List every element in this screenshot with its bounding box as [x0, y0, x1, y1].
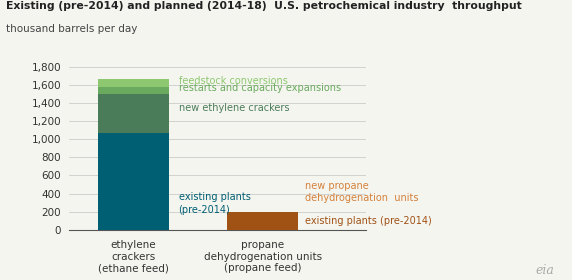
Text: restarts and capacity expansions: restarts and capacity expansions — [178, 83, 341, 93]
Bar — [98, 80, 169, 87]
Bar — [98, 87, 169, 94]
Text: new propane
dehydrogenation  units: new propane dehydrogenation units — [305, 181, 419, 203]
Text: existing plants
(pre-2014): existing plants (pre-2014) — [178, 192, 251, 215]
Text: Existing (pre-2014) and planned (2014-18)  U.S. petrochemical industry  throughp: Existing (pre-2014) and planned (2014-18… — [6, 1, 522, 11]
Text: eia: eia — [536, 264, 555, 277]
Text: new ethylene crackers: new ethylene crackers — [178, 103, 289, 113]
Bar — [98, 133, 169, 230]
Text: existing plants (pre-2014): existing plants (pre-2014) — [305, 216, 432, 226]
Text: thousand barrels per day: thousand barrels per day — [6, 24, 137, 34]
Text: feedstock conversions: feedstock conversions — [178, 76, 288, 86]
Bar — [227, 212, 298, 230]
Bar — [98, 94, 169, 133]
